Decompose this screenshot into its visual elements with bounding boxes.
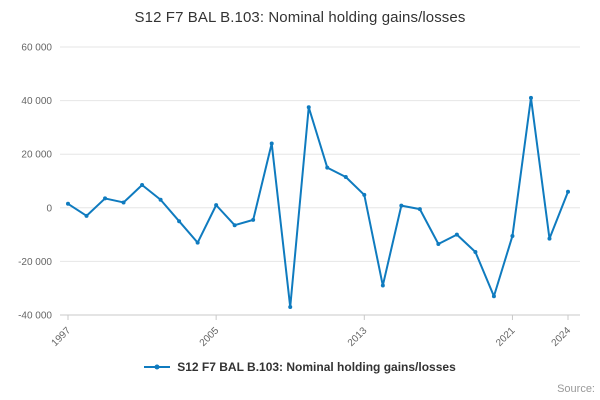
y-tick-label: 0 xyxy=(46,203,52,214)
y-tick-label: 60 000 xyxy=(21,43,52,54)
data-point[interactable] xyxy=(380,283,385,288)
legend-point-icon xyxy=(154,364,160,370)
data-point[interactable] xyxy=(417,207,422,212)
data-point[interactable] xyxy=(528,95,533,100)
data-point[interactable] xyxy=(343,174,348,179)
data-point[interactable] xyxy=(103,196,108,201)
y-tick-label: 40 000 xyxy=(21,96,52,107)
x-tick-label: 2013 xyxy=(346,325,370,349)
data-point[interactable] xyxy=(269,141,274,146)
legend-marker-icon xyxy=(144,364,171,370)
data-point[interactable] xyxy=(251,217,256,222)
data-point[interactable] xyxy=(214,203,219,208)
data-point[interactable] xyxy=(306,105,311,110)
data-point[interactable] xyxy=(436,241,441,246)
data-point[interactable] xyxy=(288,304,293,309)
source-label: Source: xyxy=(557,383,595,395)
data-point[interactable] xyxy=(84,213,89,218)
data-point[interactable] xyxy=(121,200,126,205)
data-point[interactable] xyxy=(473,250,478,255)
data-point[interactable] xyxy=(195,240,200,245)
data-point[interactable] xyxy=(232,223,237,228)
x-tick-label: 2021 xyxy=(494,325,518,349)
data-point[interactable] xyxy=(140,183,145,188)
x-tick-label: 2024 xyxy=(550,325,574,349)
data-point[interactable] xyxy=(491,294,496,299)
data-point[interactable] xyxy=(362,192,367,197)
data-line xyxy=(67,96,569,308)
data-point[interactable] xyxy=(510,233,515,238)
data-point[interactable] xyxy=(158,197,163,202)
x-tick-label: 1997 xyxy=(50,325,74,349)
data-point[interactable] xyxy=(566,189,570,194)
x-tick-label: 2005 xyxy=(198,325,222,349)
legend-label: S12 F7 BAL B.103: Nominal holding gains/… xyxy=(177,360,456,374)
data-point[interactable] xyxy=(66,201,70,206)
y-tick-label: -40 000 xyxy=(18,311,52,322)
data-point[interactable] xyxy=(547,236,552,241)
data-point[interactable] xyxy=(325,165,330,170)
y-tick-label: 20 000 xyxy=(21,150,52,161)
data-point[interactable] xyxy=(399,203,404,208)
legend-item[interactable]: S12 F7 BAL B.103: Nominal holding gains/… xyxy=(0,360,600,374)
chart-title: S12 F7 BAL B.103: Nominal holding gains/… xyxy=(134,9,466,26)
y-tick-label: -20 000 xyxy=(18,257,52,268)
data-point[interactable] xyxy=(177,219,182,224)
data-point[interactable] xyxy=(454,232,459,237)
chart-canvas: 60 000 40 000 20 000 0 -20 000 -40 000 1997 200… xyxy=(18,43,580,349)
